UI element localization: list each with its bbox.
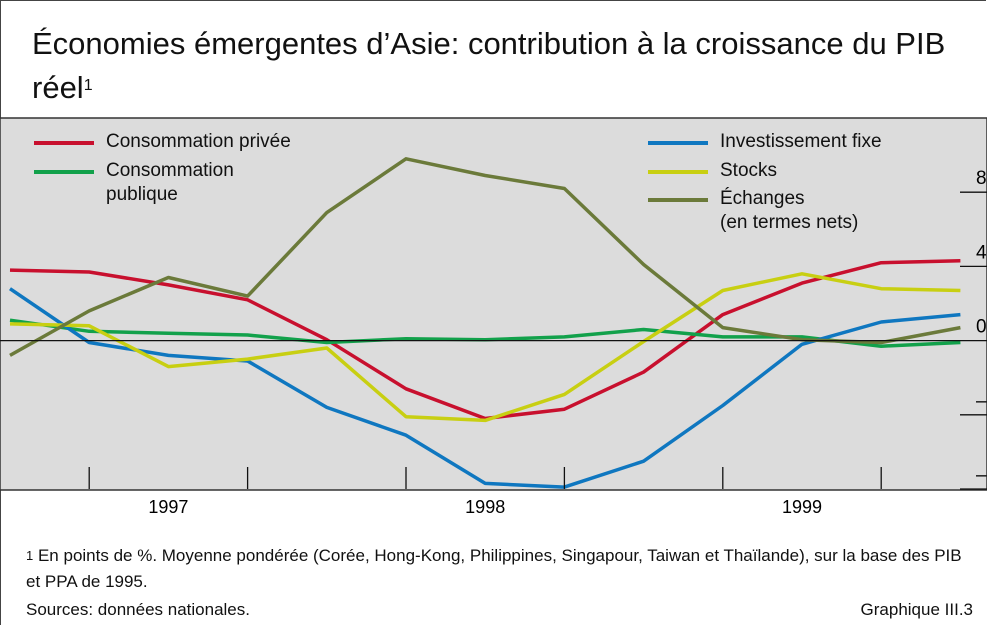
source: Sources: données nationales. bbox=[26, 600, 250, 619]
series-line bbox=[9, 272, 961, 423]
footnote: 1 En points de %. Moyenne pondérée (Coré… bbox=[26, 543, 976, 595]
footnote-marker: 1 bbox=[26, 548, 34, 563]
legend-label: Consommation publique bbox=[106, 160, 234, 205]
x-tick-label: 1998 bbox=[465, 497, 505, 517]
legend-label: Stocks bbox=[720, 160, 778, 181]
plot-area bbox=[0, 117, 987, 491]
legend-swatch bbox=[648, 198, 708, 202]
y-tick-label: 4 bbox=[976, 242, 987, 263]
x-tick-label: 1999 bbox=[782, 497, 822, 517]
legend-swatch bbox=[648, 170, 708, 174]
chart-title: Économies émergentes d’Asie: contributio… bbox=[32, 26, 946, 105]
footnote-text: En points de %. Moyenne pondérée (Corée,… bbox=[26, 546, 962, 591]
legend-item: Consommation privée bbox=[34, 130, 291, 154]
figure-label: Graphique III.3 bbox=[860, 600, 973, 619]
chart-title-box: Économies émergentes d’Asie: contributio… bbox=[32, 22, 967, 110]
legend-swatch bbox=[34, 170, 94, 174]
series-line bbox=[9, 157, 961, 357]
y-tick-label: – 4 bbox=[976, 391, 987, 412]
y-tick-label: 8 bbox=[976, 168, 987, 189]
legend-label: Échanges (en termes nets) bbox=[720, 188, 859, 233]
legend-swatch bbox=[34, 141, 94, 145]
y-tick-label: – 8 bbox=[976, 465, 987, 486]
legend-label: Investissement fixe bbox=[720, 131, 882, 152]
y-tick-label: 0 bbox=[976, 317, 987, 338]
chart: 8 4 0 – 4 – 8 1997 1998 1999 bbox=[0, 117, 987, 517]
series-line bbox=[9, 287, 961, 489]
series-line bbox=[9, 318, 961, 348]
legend-item: Stocks bbox=[648, 159, 777, 183]
legend-swatch bbox=[648, 141, 708, 145]
series-line bbox=[9, 259, 961, 421]
title-footnote-marker: 1 bbox=[83, 77, 93, 94]
legend-item: Échanges (en termes nets) bbox=[648, 187, 858, 235]
legend-item: Consommation publique bbox=[34, 159, 234, 207]
x-tick-label: 1997 bbox=[148, 497, 188, 517]
legend-label: Consommation privée bbox=[106, 131, 291, 152]
legend-item: Investissement fixe bbox=[648, 130, 882, 154]
